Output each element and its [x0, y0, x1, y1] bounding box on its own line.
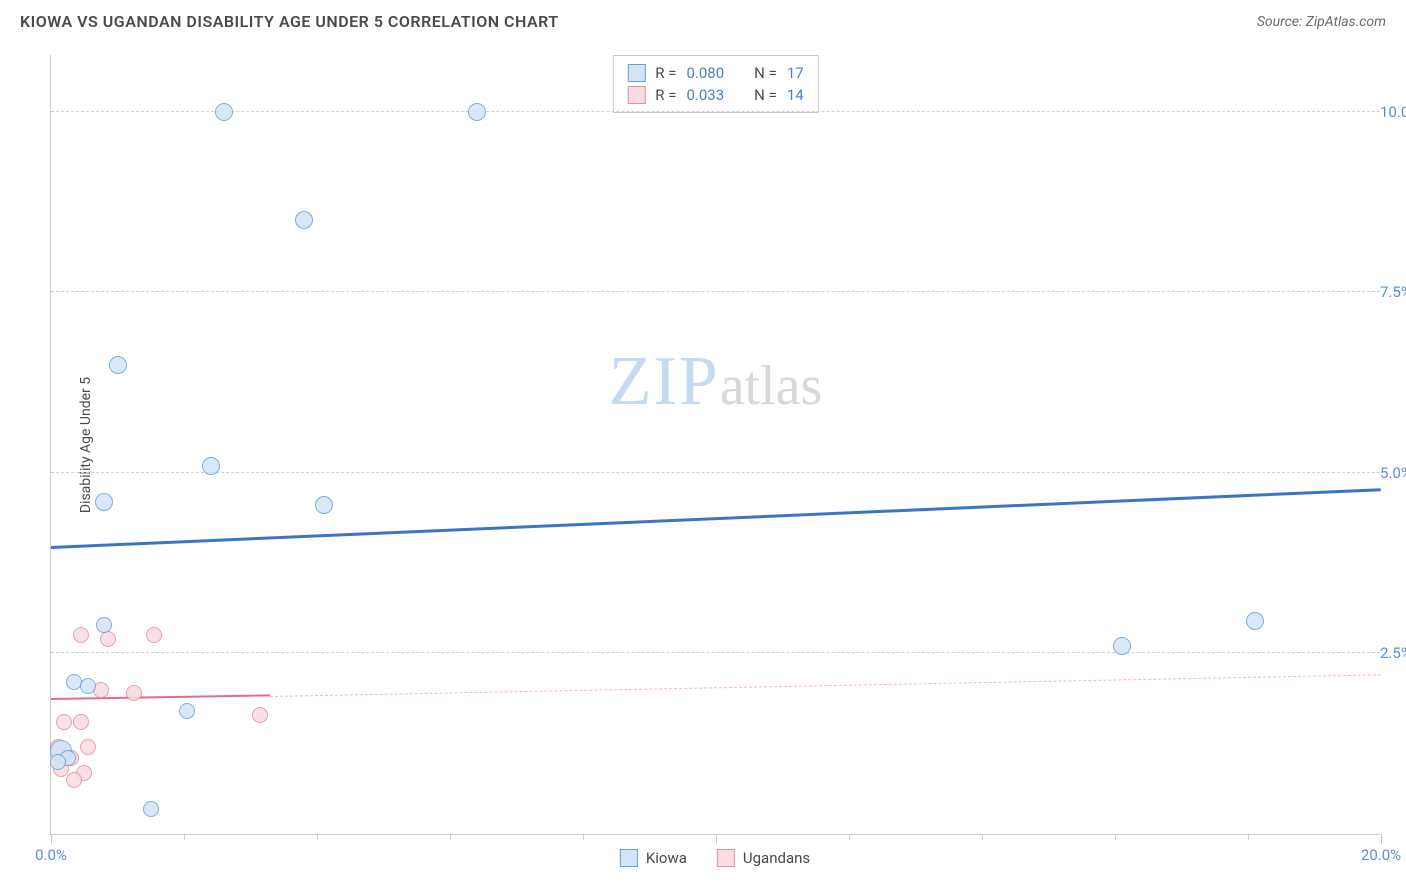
legend-swatch	[717, 849, 735, 867]
y-tick-label: 5.0%	[1380, 464, 1406, 482]
data-point	[100, 631, 116, 647]
data-point	[215, 103, 233, 121]
data-point	[126, 685, 142, 701]
legend-item: Ugandans	[717, 849, 810, 867]
n-label: N =	[754, 64, 777, 82]
data-point	[179, 703, 195, 719]
chart-title: KIOWA VS UGANDAN DISABILITY AGE UNDER 5 …	[20, 12, 559, 31]
x-tick-minor	[317, 834, 318, 840]
data-point	[80, 678, 96, 694]
data-point	[50, 754, 66, 770]
legend-swatch	[620, 849, 638, 867]
data-point	[56, 714, 72, 730]
data-point	[96, 617, 112, 633]
gridline	[51, 652, 1380, 653]
chart-source: Source: ZipAtlas.com	[1257, 14, 1386, 30]
x-tick-minor	[1115, 834, 1116, 840]
gridline	[51, 111, 1380, 112]
watermark: ZIPatlas	[609, 342, 823, 422]
x-tick-minor	[450, 834, 451, 840]
data-point	[95, 493, 113, 511]
y-tick-label: 7.5%	[1380, 283, 1406, 301]
x-tick	[51, 834, 52, 844]
data-point	[468, 103, 486, 121]
plot-area: ZIPatlas R =0.080N =17R =0.033N =14 2.5%…	[50, 55, 1380, 835]
gridline	[51, 472, 1380, 473]
legend-row: R = 0.033 N = 14	[627, 84, 803, 106]
n-value: 17	[787, 64, 804, 82]
data-point	[252, 707, 268, 723]
data-point	[143, 801, 159, 817]
x-tick	[716, 834, 717, 844]
r-label: R =	[655, 86, 676, 104]
legend-label: Kiowa	[646, 849, 687, 867]
data-point	[202, 457, 220, 475]
x-tick-minor	[184, 834, 185, 840]
x-tick-label: 0.0%	[35, 846, 67, 864]
legend-item: Kiowa	[620, 849, 687, 867]
data-point	[109, 356, 127, 374]
gridline	[51, 291, 1380, 292]
chart-header: KIOWA VS UGANDAN DISABILITY AGE UNDER 5 …	[0, 0, 1406, 39]
data-point	[315, 496, 333, 514]
data-point	[146, 627, 162, 643]
data-point	[73, 714, 89, 730]
data-point	[73, 627, 89, 643]
chart-area: Disability Age Under 5 ZIPatlas R =0.080…	[50, 55, 1380, 835]
legend-swatch	[627, 64, 645, 82]
x-tick	[1381, 834, 1382, 844]
y-tick-label: 10.0%	[1380, 103, 1406, 121]
legend-label: Ugandans	[743, 849, 810, 867]
data-point	[1113, 637, 1131, 655]
trend-line	[51, 488, 1381, 549]
trend-line	[51, 695, 270, 701]
x-tick-label: 20.0%	[1361, 846, 1401, 864]
legend-row: R = 0.080 N = 17	[627, 62, 803, 84]
r-label: R =	[655, 64, 676, 82]
legend-swatch	[627, 86, 645, 104]
r-value: 0.033	[686, 86, 724, 104]
n-value: 14	[787, 86, 804, 104]
n-label: N =	[754, 86, 777, 104]
data-point	[295, 211, 313, 229]
data-point	[80, 739, 96, 755]
data-point	[66, 772, 82, 788]
x-tick-minor	[583, 834, 584, 840]
x-tick-minor	[849, 834, 850, 840]
correlation-legend: R = 0.080 N = 17 R = 0.033 N = 14	[612, 55, 818, 113]
series-legend: Kiowa Ugandans	[620, 849, 810, 867]
trend-line	[270, 674, 1381, 697]
y-tick-label: 2.5%	[1380, 644, 1406, 662]
r-value: 0.080	[686, 64, 724, 82]
x-tick-minor	[982, 834, 983, 840]
data-point	[1246, 612, 1264, 630]
x-tick-minor	[1248, 834, 1249, 840]
